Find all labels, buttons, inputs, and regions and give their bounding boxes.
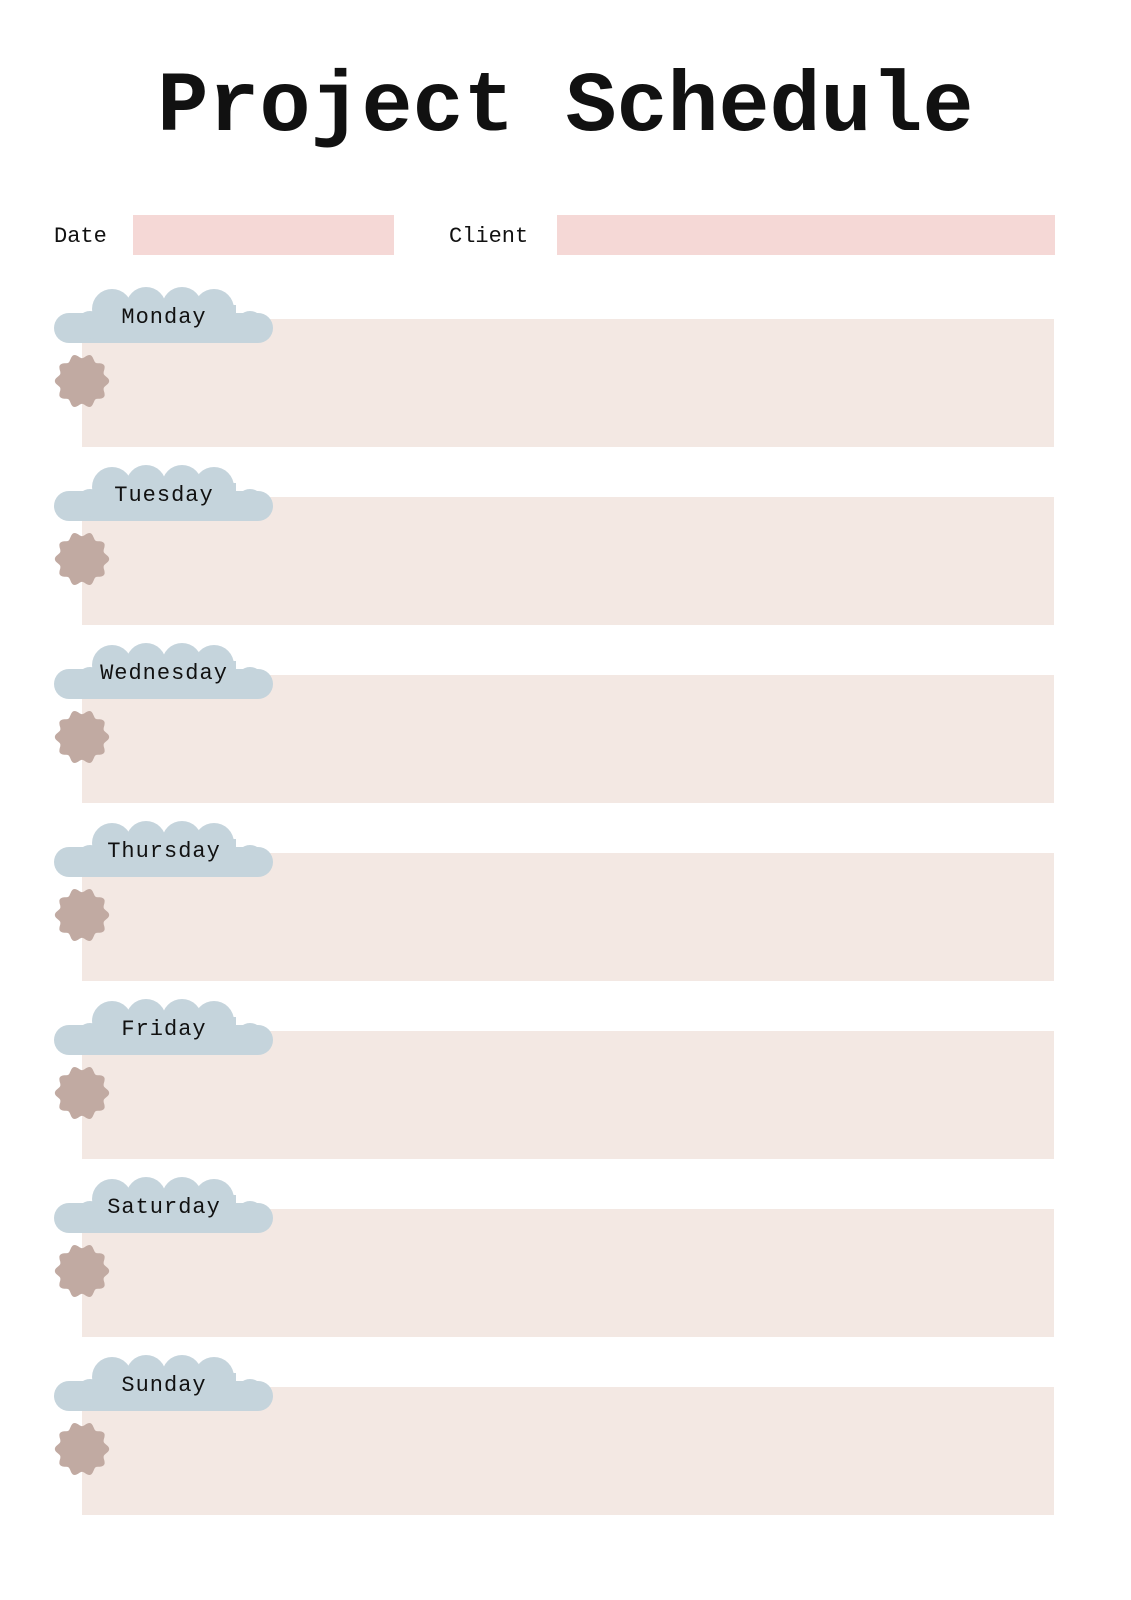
day-name: Monday: [121, 305, 207, 330]
cloud-icon: [54, 465, 273, 521]
bullet-blob-icon: [54, 533, 110, 585]
date-field[interactable]: [133, 215, 394, 255]
day-name: Friday: [121, 1017, 207, 1042]
day-name: Tuesday: [114, 483, 214, 508]
cloud-icon: [54, 287, 273, 343]
day-name: Saturday: [107, 1195, 221, 1220]
bullet-blob-icon: [54, 355, 110, 407]
client-field[interactable]: [557, 215, 1055, 255]
bullet-blob-icon: [54, 1067, 110, 1119]
day-label-cloud: Tuesday: [54, 465, 274, 523]
cloud-icon: [54, 643, 273, 699]
day-section-sunday: Sunday: [0, 1355, 1131, 1533]
bullet-blob-icon: [54, 711, 110, 763]
day-label-cloud: Saturday: [54, 1177, 274, 1235]
day-name: Thursday: [107, 839, 221, 864]
bullet-blob-icon: [54, 889, 110, 941]
day-label-cloud: Friday: [54, 999, 274, 1057]
day-label-cloud: Wednesday: [54, 643, 274, 701]
day-name: Sunday: [121, 1373, 207, 1398]
day-section-saturday: Saturday: [0, 1177, 1131, 1355]
day-section-thursday: Thursday: [0, 821, 1131, 999]
day-section-wednesday: Wednesday: [0, 643, 1131, 821]
cloud-icon: [54, 1355, 273, 1411]
bullet-blob-icon: [54, 1423, 110, 1475]
day-label-cloud: Monday: [54, 287, 274, 345]
cloud-icon: [54, 821, 273, 877]
cloud-icon: [54, 999, 273, 1055]
cloud-icon: [54, 1177, 273, 1233]
day-section-monday: Monday: [0, 287, 1131, 465]
date-label: Date: [54, 224, 107, 249]
client-label: Client: [449, 224, 529, 249]
day-section-tuesday: Tuesday: [0, 465, 1131, 643]
day-name: Wednesday: [100, 661, 228, 686]
bullet-blob-icon: [54, 1245, 110, 1297]
day-label-cloud: Sunday: [54, 1355, 274, 1413]
day-section-friday: Friday: [0, 999, 1131, 1177]
day-label-cloud: Thursday: [54, 821, 274, 879]
page-title: Project Schedule: [157, 59, 974, 156]
